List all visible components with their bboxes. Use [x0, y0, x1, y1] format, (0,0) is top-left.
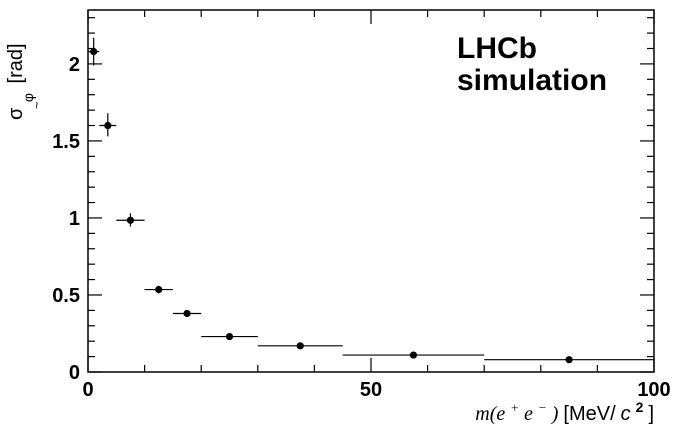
data-point — [484, 356, 654, 364]
minor-ticks — [88, 10, 654, 372]
y-tick-label: 1.5 — [52, 131, 80, 153]
data-point — [88, 37, 100, 66]
x-label-e: e — [524, 403, 533, 425]
y-label-units: [rad] — [5, 43, 27, 83]
annotation-line-1: LHCb — [457, 32, 537, 65]
marker — [90, 47, 98, 56]
lhcb-annotation: LHCb simulation — [457, 32, 607, 97]
marker — [126, 216, 135, 224]
y-axis-label: σ φ [rad] ~ — [5, 43, 44, 120]
x-axis-label: m(e + e − ) [MeV/ c 2 ] — [475, 395, 654, 425]
marker — [409, 351, 418, 359]
x-label-exp: 2 — [636, 399, 644, 415]
data-point — [201, 332, 258, 341]
y-label-phi: φ — [20, 93, 36, 102]
major-ticks — [87, 10, 655, 373]
x-label-plus: + — [510, 400, 519, 415]
y-label-tilde: ~ — [29, 101, 44, 109]
tick-labels: 0 50 100 0 0.5 1 1.5 2 — [52, 54, 671, 401]
x-tick-label: 0 — [82, 379, 93, 401]
x-label-minus: − — [538, 400, 547, 415]
marker — [155, 285, 163, 294]
x-label-units-close: ] — [648, 403, 654, 425]
data-point — [172, 309, 202, 318]
marker — [104, 121, 112, 130]
marker — [183, 309, 191, 318]
x-label-units-open: [MeV/ — [563, 403, 616, 425]
annotation-line-2: simulation — [457, 64, 607, 97]
y-axis-label-text: σ φ [rad] — [5, 43, 38, 120]
marker — [565, 356, 573, 364]
data-point — [257, 342, 343, 350]
data-points — [88, 37, 654, 364]
y-label-sigma: σ — [5, 107, 27, 120]
x-tick-label: 100 — [637, 379, 670, 401]
x-label-close: ) — [551, 403, 559, 425]
x-label-c: c — [621, 403, 631, 425]
x-label-mass: m(e — [475, 403, 505, 425]
x-tick-label: 50 — [360, 379, 382, 401]
data-point — [99, 113, 117, 137]
y-tick-label: 0 — [69, 362, 80, 384]
data-point — [144, 285, 173, 294]
y-tick-label: 1 — [69, 208, 80, 230]
data-point — [342, 351, 485, 359]
marker — [296, 342, 304, 350]
y-tick-label: 0.5 — [52, 285, 80, 307]
marker — [225, 332, 234, 341]
y-tick-label: 2 — [69, 54, 80, 76]
data-point — [116, 213, 145, 227]
